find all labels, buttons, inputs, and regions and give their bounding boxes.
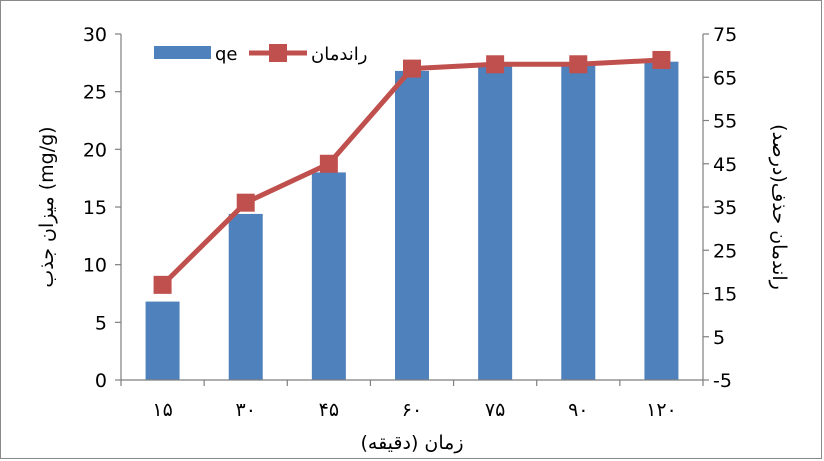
y2-tick-label: 65: [713, 67, 737, 89]
point-efficiency: [153, 275, 172, 294]
x-tick-label: ۷۵: [485, 399, 505, 421]
bar-qe: [395, 70, 429, 380]
x-tick-label: ۱۲۰: [646, 399, 677, 421]
bar-qe: [561, 63, 596, 381]
y-tick-label: 10: [83, 255, 107, 277]
legend-label-qe: qe: [215, 44, 238, 65]
point-efficiency: [652, 50, 671, 69]
point-efficiency: [319, 154, 338, 173]
x-tick-label: ۶۰: [402, 399, 422, 421]
y2-tick-label: 35: [713, 197, 737, 219]
bar-qe: [644, 61, 679, 381]
x-tick-label: ۴۵: [319, 399, 339, 421]
tick-labels: 0 5 10 15 20 25 30 -5 5 15 25 35 45 55 65 75 ۱۵ ۳۰ ۴۵ ۶۰ ۷۵ ۹…: [83, 24, 737, 421]
x-tick-label: ۳۰: [236, 399, 256, 421]
y2-tick-label: 75: [713, 24, 737, 46]
y-tick-label: 0: [95, 370, 107, 392]
y2-tick-label: 15: [713, 284, 737, 306]
y-tick-label: 20: [83, 139, 107, 161]
y2-tick-label: 25: [713, 240, 737, 262]
x-tick-label: ۹۰: [568, 399, 588, 421]
bar-qe: [145, 301, 180, 380]
legend-marker-efficiency: [269, 44, 287, 62]
y-tick-label: 25: [83, 82, 107, 104]
y2-tick-label: -5: [713, 370, 732, 392]
bar-qe: [478, 66, 513, 380]
bar-qe: [228, 213, 263, 380]
legend: qe راندمان: [154, 44, 368, 65]
point-efficiency: [486, 55, 505, 74]
point-efficiency: [236, 193, 255, 212]
plot-area: [145, 50, 679, 381]
y-tick-label: 30: [83, 24, 107, 46]
y-axis-title: میزان جذب (mg/g): [36, 126, 58, 287]
axes: [115, 33, 709, 386]
x-axis-title: زمان (دقیقه): [360, 432, 463, 454]
y-tick-label: 5: [95, 312, 107, 334]
y2-tick-label: 45: [713, 154, 737, 176]
bar-qe: [311, 172, 346, 380]
point-efficiency: [569, 55, 588, 74]
x-tick-label: ۱۵: [152, 399, 172, 421]
y-tick-label: 15: [83, 197, 107, 219]
y2-axis-title: راندمان حذف(درصد): [768, 124, 790, 290]
legend-swatch-qe: [154, 46, 211, 59]
point-efficiency: [403, 59, 421, 78]
y2-tick-label: 5: [713, 327, 725, 349]
y2-tick-label: 55: [713, 111, 737, 133]
legend-label-efficiency: راندمان: [311, 44, 368, 65]
